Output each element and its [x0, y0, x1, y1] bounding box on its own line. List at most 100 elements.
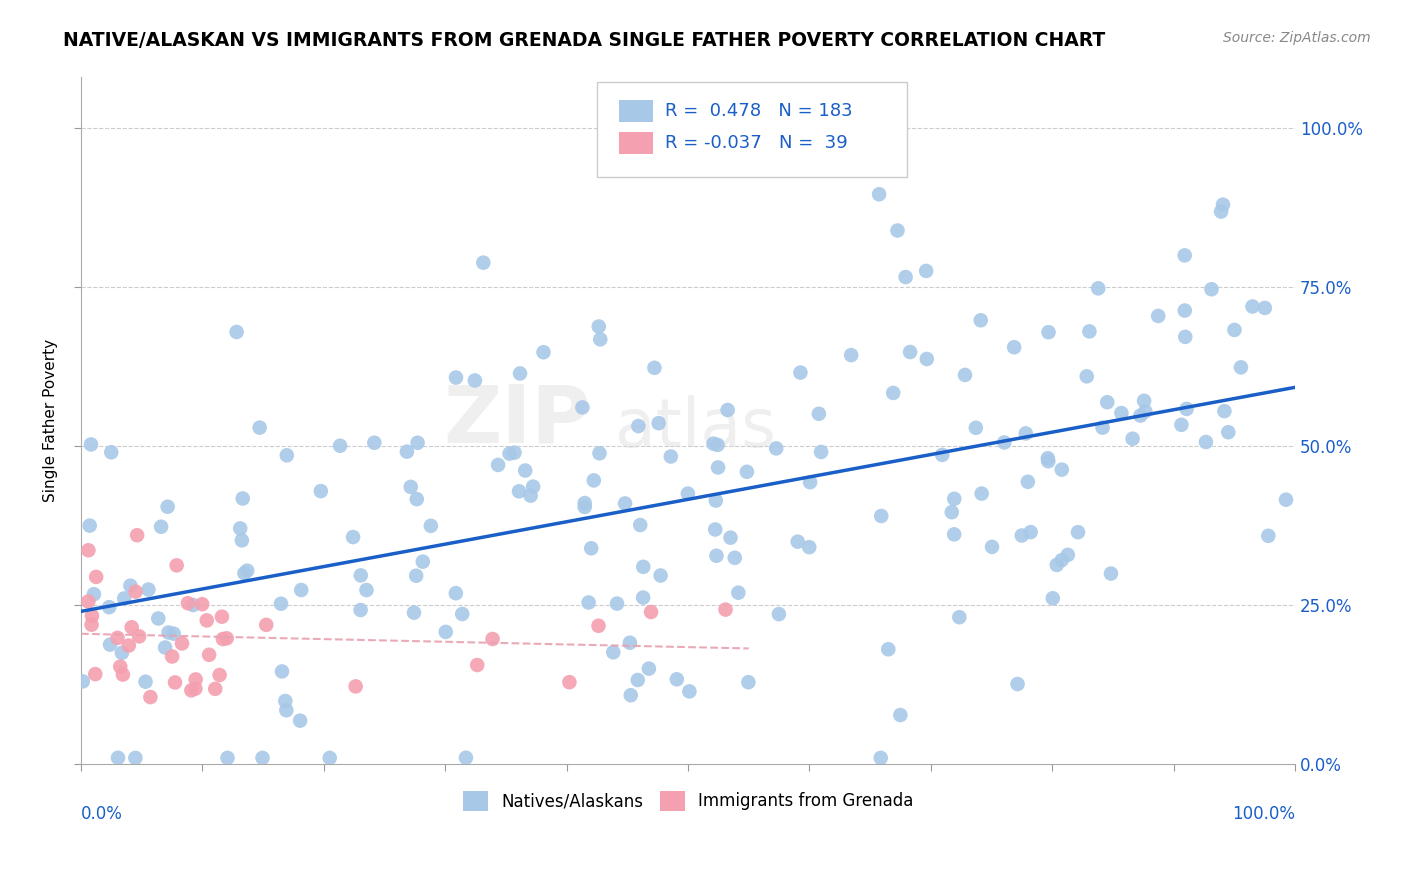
Point	[406, 435, 429, 450]
Point	[659, 450, 682, 464]
Point	[195, 614, 218, 628]
Legend: Natives/Alaskans, Immigrants from Grenada: Natives/Alaskans, Immigrants from Grenad…	[456, 784, 920, 818]
Point	[342, 530, 364, 544]
Point	[402, 606, 425, 620]
Point	[1129, 409, 1152, 423]
Point	[454, 750, 477, 764]
Point	[344, 679, 367, 693]
Point	[118, 639, 141, 653]
Point	[231, 533, 253, 548]
Point	[965, 421, 987, 435]
Point	[148, 611, 170, 625]
Point	[80, 608, 103, 623]
Point	[665, 673, 688, 687]
Point	[519, 489, 541, 503]
Point	[720, 531, 742, 545]
Point	[229, 521, 252, 535]
Point	[163, 675, 186, 690]
Point	[574, 496, 596, 510]
Point	[508, 484, 530, 499]
Point	[1019, 525, 1042, 540]
Point	[111, 667, 134, 681]
Point	[191, 597, 214, 611]
Point	[157, 625, 180, 640]
Point	[170, 636, 193, 650]
Point	[1046, 558, 1069, 572]
Point	[786, 534, 808, 549]
Point	[1174, 303, 1197, 318]
Point	[232, 491, 254, 506]
Point	[970, 486, 993, 500]
Point	[128, 629, 150, 643]
Point	[271, 665, 294, 679]
Point	[444, 586, 467, 600]
Point	[943, 491, 966, 506]
Point	[1147, 309, 1170, 323]
Point	[184, 681, 207, 696]
Point	[588, 446, 610, 460]
Point	[110, 659, 132, 673]
Point	[582, 474, 605, 488]
Text: NATIVE/ALASKAN VS IMMIGRANTS FROM GRENADA SINGLE FATHER POVERTY CORRELATION CHAR: NATIVE/ALASKAN VS IMMIGRANTS FROM GRENAD…	[63, 31, 1105, 50]
Point	[647, 416, 669, 430]
Point	[451, 607, 474, 621]
Point	[522, 480, 544, 494]
Point	[84, 570, 107, 584]
Point	[970, 313, 993, 327]
Point	[1050, 553, 1073, 567]
Point	[84, 667, 107, 681]
Point	[1011, 528, 1033, 542]
Point	[799, 540, 821, 554]
Text: R =  0.478   N = 183: R = 0.478 N = 183	[665, 102, 852, 120]
Point	[768, 607, 790, 621]
Point	[329, 439, 352, 453]
Point	[870, 508, 893, 523]
Point	[80, 437, 103, 451]
Point	[889, 708, 911, 723]
Text: ZIP: ZIP	[444, 382, 591, 460]
Point	[135, 674, 157, 689]
Point	[869, 751, 891, 765]
Point	[1007, 677, 1029, 691]
Point	[877, 642, 900, 657]
Point	[1254, 301, 1277, 315]
Point	[1275, 492, 1298, 507]
Point	[112, 591, 135, 606]
Point	[1241, 300, 1264, 314]
Point	[606, 597, 628, 611]
Point	[79, 518, 101, 533]
Point	[915, 351, 938, 366]
Point	[589, 332, 612, 346]
Point	[981, 540, 1004, 554]
Point	[204, 681, 226, 696]
Point	[717, 403, 740, 417]
Point	[1212, 197, 1234, 211]
Point	[633, 559, 655, 574]
Text: R = -0.037   N =  39: R = -0.037 N = 39	[665, 134, 848, 152]
Point	[643, 360, 665, 375]
Point	[249, 420, 271, 434]
Point	[270, 597, 292, 611]
Point	[217, 751, 239, 765]
Point	[98, 638, 121, 652]
Point	[472, 255, 495, 269]
Point	[627, 419, 650, 434]
Point	[839, 348, 862, 362]
FancyBboxPatch shape	[619, 132, 652, 153]
Point	[1209, 204, 1232, 219]
Point	[509, 367, 531, 381]
Point	[120, 579, 142, 593]
Point	[953, 368, 976, 382]
Point	[706, 438, 728, 452]
Point	[533, 345, 555, 359]
Point	[107, 751, 129, 765]
Point	[252, 751, 274, 765]
Point	[799, 475, 821, 490]
Point	[588, 319, 610, 334]
Point	[1036, 451, 1059, 466]
Point	[1015, 426, 1038, 441]
Point	[588, 619, 610, 633]
Point	[737, 675, 759, 690]
Point	[163, 626, 186, 640]
Point	[150, 520, 173, 534]
